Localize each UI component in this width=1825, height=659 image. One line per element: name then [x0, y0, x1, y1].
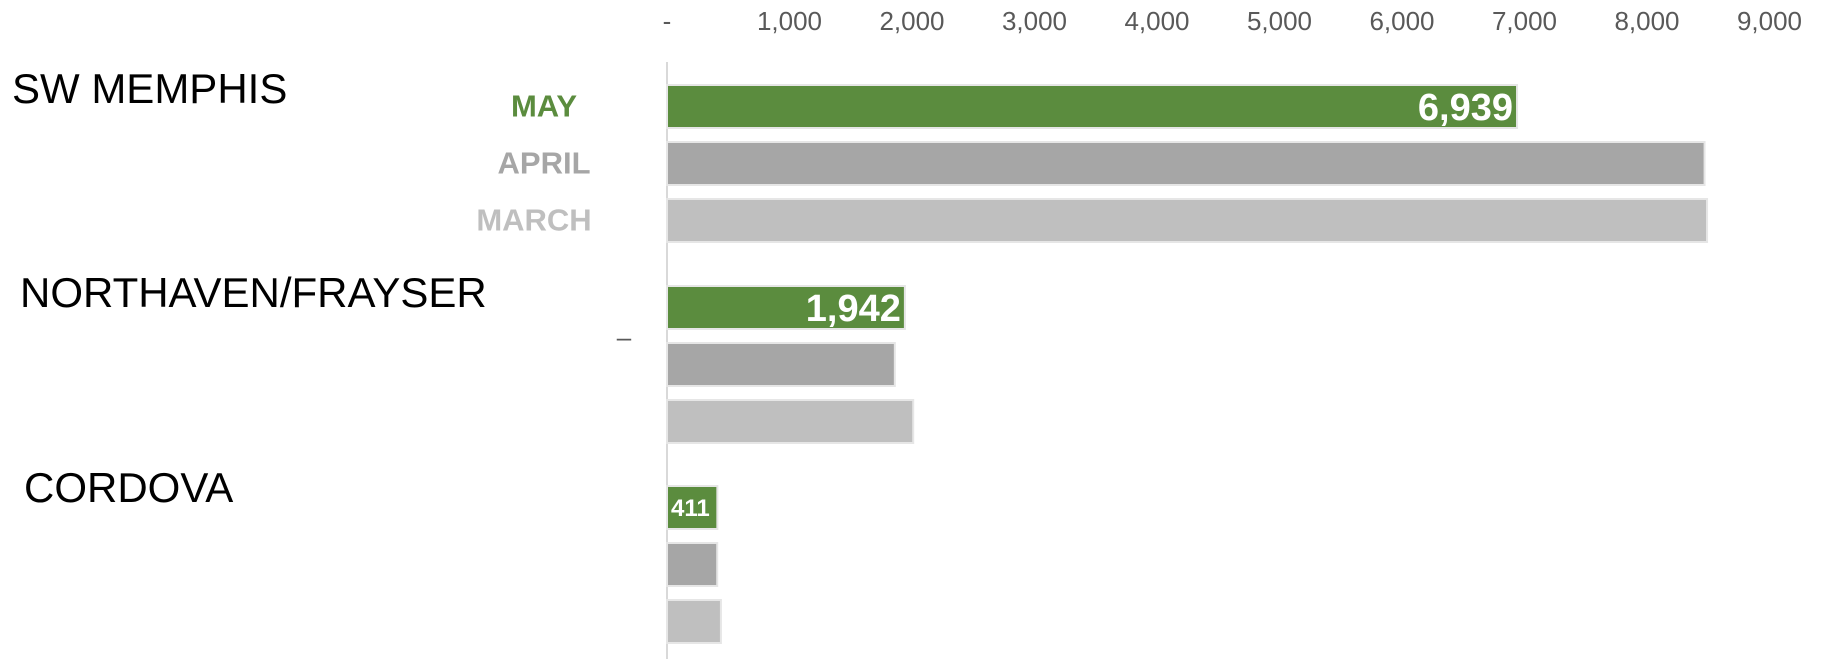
x-tick-label: 2,000	[879, 6, 944, 36]
data-label-may-1: 1,942	[806, 288, 901, 330]
x-tick-label: 6,000	[1369, 6, 1434, 36]
category-label: SW MEMPHIS	[12, 65, 287, 112]
bar-may-2	[666, 485, 719, 530]
data-label-may-2: 411	[671, 495, 710, 522]
bar-march-1	[666, 399, 915, 444]
x-tick-label: 3,000	[1002, 6, 1067, 36]
category-label: NORTHAVEN/FRAYSER	[20, 269, 487, 316]
bar-may-1	[666, 285, 906, 330]
bars	[666, 84, 1709, 644]
bar-march-2	[666, 599, 722, 644]
x-axis-ticks: - 1,000 2,000 3,000 4,000 5,000 6,000 7,000 8,00…	[663, 6, 1802, 36]
bar-april-2	[666, 542, 719, 587]
series-label-may: MAY	[511, 89, 577, 124]
x-tick-label: 5,000	[1247, 6, 1312, 36]
bar-may-0	[666, 84, 1519, 129]
x-tick-label: 1,000	[757, 6, 822, 36]
bar-april-0	[666, 141, 1706, 186]
data-labels: 6,939 1,942 411	[671, 87, 1513, 522]
series-label-march: MARCH	[476, 203, 591, 238]
x-tick-label: -	[663, 6, 672, 36]
x-tick-label: 7,000	[1492, 6, 1557, 36]
stray-dash-label: –	[617, 322, 632, 352]
category-labels: SW MEMPHIS NORTHAVEN/FRAYSER CORDOVA	[12, 65, 487, 511]
series-label-april: APRIL	[498, 146, 591, 181]
bar-april-1	[666, 342, 896, 387]
x-tick-label: 9,000	[1737, 6, 1802, 36]
bar-march-0	[666, 198, 1709, 243]
data-label-may-0: 6,939	[1418, 87, 1513, 129]
x-tick-label: 8,000	[1614, 6, 1679, 36]
series-labels: MAY APRIL MARCH –	[476, 89, 631, 353]
category-label: CORDOVA	[24, 464, 233, 511]
x-tick-label: 4,000	[1124, 6, 1189, 36]
